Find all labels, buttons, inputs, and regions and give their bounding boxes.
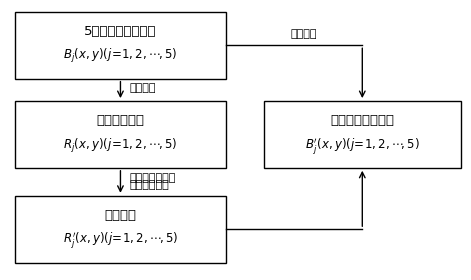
Text: $B_j^{\prime}(x, y)(j\!=\!1,2,\cdots\!,5)$: $B_j^{\prime}(x, y)(j\!=\!1,2,\cdots\!,5… [305, 136, 420, 156]
Text: 孔洞填充二値图像: 孔洞填充二値图像 [330, 114, 394, 127]
Bar [15, 196, 226, 263]
Text: $R_j^{\prime}(x, y)(j\!=\!1,2,\cdots\!,5)$: $R_j^{\prime}(x, y)(j\!=\!1,2,\cdots\!,5… [63, 230, 178, 250]
Bar [15, 101, 226, 168]
Text: $B_j(x, y)(j\!=\!1,2,\cdots\!,5)$: $B_j(x, y)(j\!=\!1,2,\cdots\!,5)$ [63, 47, 178, 66]
Text: 5个端元的二値图像: 5个端元的二値图像 [84, 25, 157, 38]
Text: 的像素値取反: 的像素値取反 [130, 180, 170, 190]
Text: $R_j(x, y)(j\!=\!1,2,\cdots\!,5)$: $R_j(x, y)(j\!=\!1,2,\cdots\!,5)$ [63, 137, 178, 155]
Text: 二値图像: 二値图像 [105, 209, 137, 222]
Bar [264, 101, 461, 168]
Text: 反色二値图像: 反色二値图像 [97, 114, 145, 127]
Bar [15, 12, 226, 79]
Text: 图像最大连通域: 图像最大连通域 [130, 172, 176, 183]
Text: 图像取反: 图像取反 [130, 83, 156, 94]
Text: 图像异或: 图像异或 [290, 29, 317, 39]
